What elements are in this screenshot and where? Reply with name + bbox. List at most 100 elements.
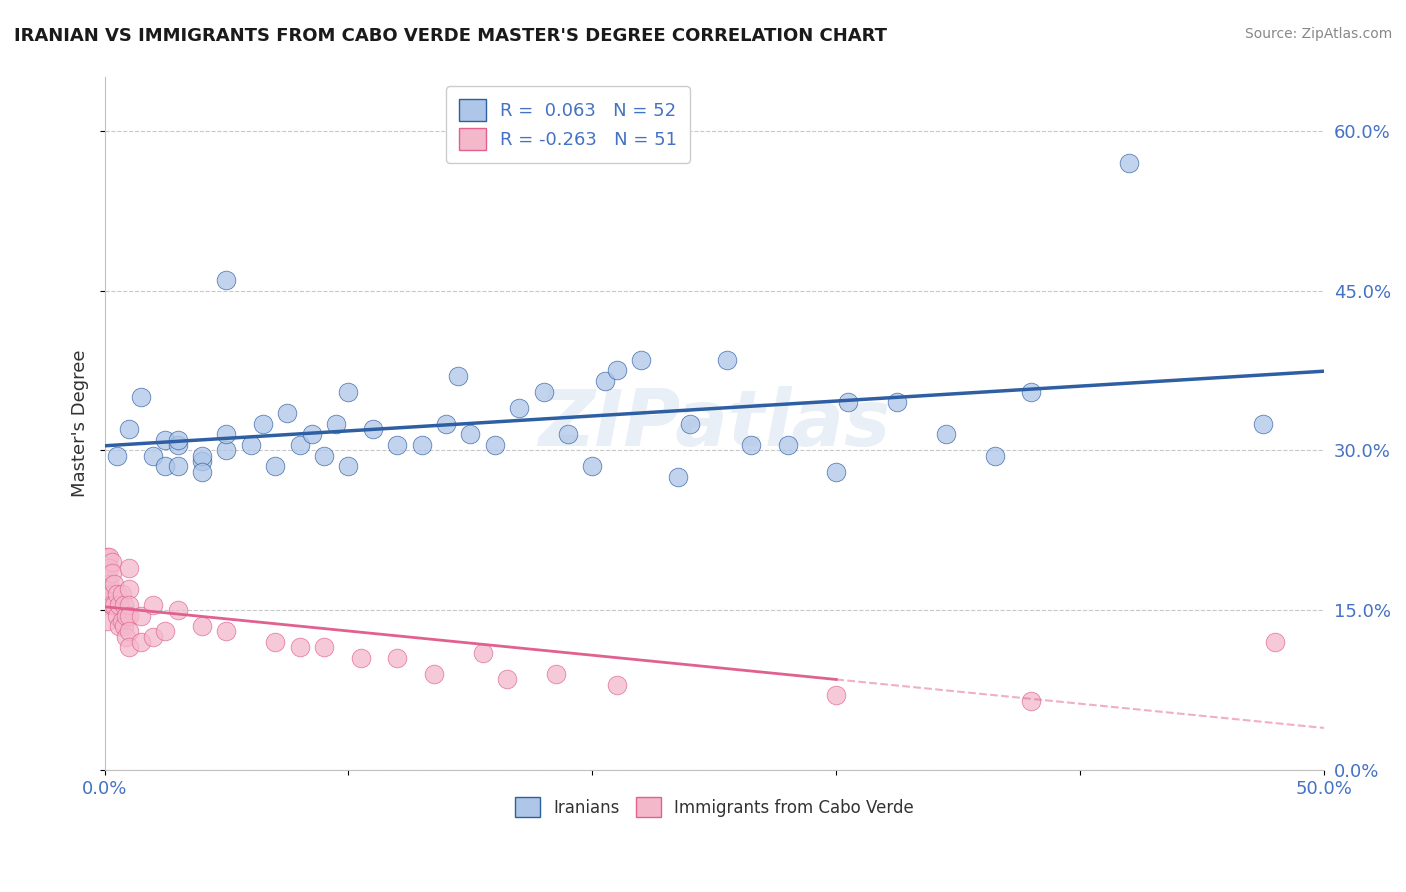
Point: [666, 470, 689, 484]
Point: [112, 598, 135, 612]
Point: [557, 427, 579, 442]
Point: [118, 582, 141, 596]
Point: [191, 465, 214, 479]
Point: [191, 454, 214, 468]
Point: [825, 465, 848, 479]
Point: [118, 422, 141, 436]
Point: [101, 555, 124, 569]
Point: [142, 598, 165, 612]
Point: [166, 459, 188, 474]
Point: [276, 406, 298, 420]
Point: [215, 443, 238, 458]
Point: [101, 598, 124, 612]
Point: [115, 608, 138, 623]
Point: [1118, 155, 1140, 169]
Point: [166, 433, 188, 447]
Point: [129, 635, 152, 649]
Point: [98, 576, 121, 591]
Point: [155, 459, 177, 474]
Y-axis label: Master's Degree: Master's Degree: [72, 350, 89, 498]
Point: [98, 560, 121, 574]
Point: [361, 422, 384, 436]
Point: [191, 619, 214, 633]
Point: [108, 619, 131, 633]
Point: [142, 449, 165, 463]
Point: [337, 384, 360, 399]
Point: [105, 449, 128, 463]
Point: [96, 598, 118, 612]
Point: [118, 640, 141, 655]
Point: [776, 438, 799, 452]
Point: [606, 678, 628, 692]
Point: [166, 603, 188, 617]
Point: [191, 449, 214, 463]
Point: [96, 571, 118, 585]
Point: [112, 619, 135, 633]
Point: [118, 598, 141, 612]
Point: [312, 640, 335, 655]
Point: [252, 417, 274, 431]
Point: [740, 438, 762, 452]
Point: [1021, 384, 1043, 399]
Point: [215, 273, 238, 287]
Point: [1251, 417, 1274, 431]
Point: [1264, 635, 1286, 649]
Point: [496, 673, 519, 687]
Point: [98, 549, 121, 564]
Point: [115, 630, 138, 644]
Point: [96, 587, 118, 601]
Point: [411, 438, 433, 452]
Point: [325, 417, 347, 431]
Text: Source: ZipAtlas.com: Source: ZipAtlas.com: [1244, 27, 1392, 41]
Point: [460, 427, 482, 442]
Point: [110, 614, 132, 628]
Point: [935, 427, 957, 442]
Point: [434, 417, 457, 431]
Point: [129, 608, 152, 623]
Point: [288, 438, 311, 452]
Point: [166, 438, 188, 452]
Point: [679, 417, 702, 431]
Point: [886, 395, 908, 409]
Point: [155, 433, 177, 447]
Point: [544, 667, 567, 681]
Point: [110, 587, 132, 601]
Point: [105, 608, 128, 623]
Point: [142, 630, 165, 644]
Point: [129, 390, 152, 404]
Point: [264, 635, 287, 649]
Point: [101, 566, 124, 580]
Legend: Iranians, Immigrants from Cabo Verde: Iranians, Immigrants from Cabo Verde: [508, 790, 921, 824]
Point: [387, 651, 409, 665]
Text: ZIPatlas: ZIPatlas: [538, 385, 890, 462]
Point: [118, 608, 141, 623]
Point: [508, 401, 530, 415]
Point: [337, 459, 360, 474]
Point: [387, 438, 409, 452]
Point: [825, 689, 848, 703]
Point: [96, 549, 118, 564]
Point: [96, 614, 118, 628]
Point: [239, 438, 262, 452]
Point: [101, 587, 124, 601]
Point: [215, 624, 238, 639]
Point: [301, 427, 323, 442]
Point: [118, 560, 141, 574]
Point: [215, 427, 238, 442]
Point: [312, 449, 335, 463]
Point: [593, 374, 616, 388]
Point: [837, 395, 859, 409]
Point: [984, 449, 1007, 463]
Point: [105, 587, 128, 601]
Point: [484, 438, 506, 452]
Point: [630, 352, 652, 367]
Point: [447, 368, 470, 383]
Point: [103, 598, 125, 612]
Point: [423, 667, 446, 681]
Point: [716, 352, 738, 367]
Point: [264, 459, 287, 474]
Point: [118, 624, 141, 639]
Point: [533, 384, 555, 399]
Point: [581, 459, 603, 474]
Point: [471, 646, 494, 660]
